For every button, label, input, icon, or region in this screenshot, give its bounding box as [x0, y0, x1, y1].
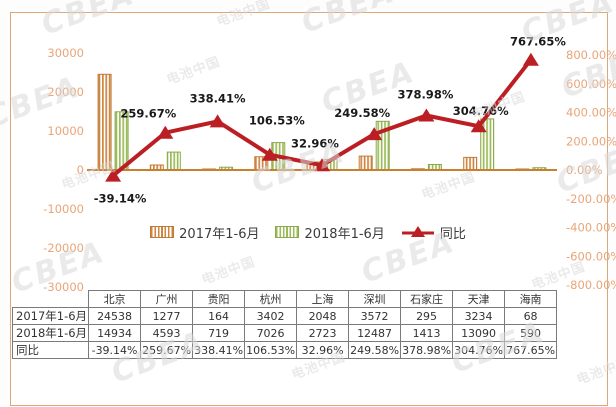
table-cell: 14934 [88, 324, 142, 342]
table-row-label: 2017年1-6月 [11, 307, 90, 325]
svg-text:0: 0 [77, 163, 84, 177]
table-cell: 295 [400, 307, 454, 325]
table-cell: 1277 [140, 307, 194, 325]
legend-label-2017: 2017年1-6月 [179, 226, 260, 242]
table-cell: 767.65% [504, 341, 558, 359]
table-cell: 590 [504, 324, 558, 342]
data-table-wrap: 北京 广州 贵阳 杭州 上海 深圳 石家庄 天津 海南 2017年1-6月 24538 1277 164… [11, 290, 558, 359]
table-cell: 249.58% [348, 341, 402, 359]
table-cell: 4593 [140, 324, 194, 342]
table-cell: 378.98% [400, 341, 454, 359]
table-cell: 304.76% [452, 341, 506, 359]
svg-text:32.96%: 32.96% [291, 136, 339, 150]
svg-text:0.00%: 0.00% [566, 163, 603, 177]
table-column-header: 天津 [452, 290, 506, 308]
legend-label-2018: 2018年1-6月 [304, 226, 385, 242]
table-cell: 259.67% [140, 341, 194, 359]
svg-text:767.65%: 767.65% [510, 35, 566, 49]
table-cell: 7026 [244, 324, 298, 342]
svg-text:249.58%: 249.58% [334, 106, 390, 120]
table-corner-cell [13, 291, 89, 308]
table-cell: 68 [504, 307, 558, 325]
table-cell: 3402 [244, 307, 298, 325]
bar-2017-swatch-icon [150, 226, 175, 238]
table-column-header: 杭州 [244, 290, 298, 308]
svg-text:600.00%: 600.00% [566, 77, 616, 91]
svg-text:200.00%: 200.00% [566, 134, 616, 148]
table-cell: 2048 [296, 307, 350, 325]
table-cell: 32.96% [296, 341, 350, 359]
table-column-header: 上海 [296, 290, 350, 308]
svg-text:-800.00%: -800.00% [566, 278, 616, 292]
combo-chart-area: 30000 20000 10000 0 -10000 -20000 -30000 800.00… [43, 35, 616, 294]
table-column-header: 广州 [140, 290, 194, 308]
chart-legend: 2017年1-6月 2018年1-6月 同比 [0, 223, 616, 242]
table-cell: 13090 [452, 324, 506, 342]
svg-text:-400.00%: -400.00% [566, 221, 616, 235]
svg-text:259.67%: 259.67% [120, 107, 176, 121]
svg-text:304.76%: 304.76% [453, 104, 509, 118]
table-cell: 12487 [348, 324, 402, 342]
svg-text:30000: 30000 [47, 46, 84, 60]
table-header-row: 北京 广州 贵阳 杭州 上海 深圳 石家庄 天津 海南 [13, 290, 558, 308]
table-cell: 24538 [88, 307, 142, 325]
legend-item-2017: 2017年1-6月 [150, 223, 259, 242]
table-cell: 3234 [452, 307, 506, 325]
svg-text:378.98%: 378.98% [397, 88, 453, 102]
svg-text:-20000: -20000 [43, 241, 84, 255]
svg-text:400.00%: 400.00% [566, 106, 616, 120]
table-row: 2018年1-6月 14934 4593 719 7026 2723 12487 1413 13… [11, 324, 558, 342]
table-cell: 164 [192, 307, 246, 325]
svg-text:-200.00%: -200.00% [566, 192, 616, 206]
table-cell: 2723 [296, 324, 350, 342]
table-column-header: 贵阳 [192, 290, 246, 308]
table-cell: 1413 [400, 324, 454, 342]
table-column-header: 海南 [504, 290, 558, 308]
svg-text:10000: 10000 [47, 124, 84, 138]
bar-2018-swatch-icon [275, 226, 300, 238]
table-cell: 719 [192, 324, 246, 342]
table-row: 2017年1-6月 24538 1277 164 3402 2048 3572 295 3234… [11, 307, 558, 325]
svg-text:106.53%: 106.53% [249, 114, 305, 128]
table-row: 同比 -39.14% 259.67% 338.41% 106.53% 32.96% 249.… [11, 341, 558, 359]
svg-text:338.41%: 338.41% [190, 91, 246, 105]
svg-text:20000: 20000 [47, 85, 84, 99]
table-cell: 3572 [348, 307, 402, 325]
svg-text:-39.14%: -39.14% [94, 192, 147, 206]
table-column-header: 石家庄 [400, 290, 454, 308]
table-cell: -39.14% [88, 341, 142, 359]
legend-item-2018: 2018年1-6月 [275, 223, 385, 242]
table-column-header: 深圳 [348, 290, 402, 308]
line-series-marker-icon [401, 226, 434, 237]
svg-text:-10000: -10000 [43, 202, 84, 216]
table-cell: 106.53% [244, 341, 298, 359]
svg-text:-600.00%: -600.00% [566, 249, 616, 263]
svg-text:800.00%: 800.00% [566, 48, 616, 62]
legend-label-yoy: 同比 [439, 226, 466, 242]
table-row-label: 同比 [11, 341, 90, 359]
svg-text:-30000: -30000 [43, 280, 84, 294]
table-column-header: 北京 [88, 290, 142, 308]
table-row-label: 2018年1-6月 [11, 324, 90, 342]
table-cell: 338.41% [192, 341, 246, 359]
data-table: 北京 广州 贵阳 杭州 上海 深圳 石家庄 天津 海南 2017年1-6月 24538 1277 164… [11, 290, 558, 359]
legend-item-yoy: 同比 [401, 223, 466, 242]
